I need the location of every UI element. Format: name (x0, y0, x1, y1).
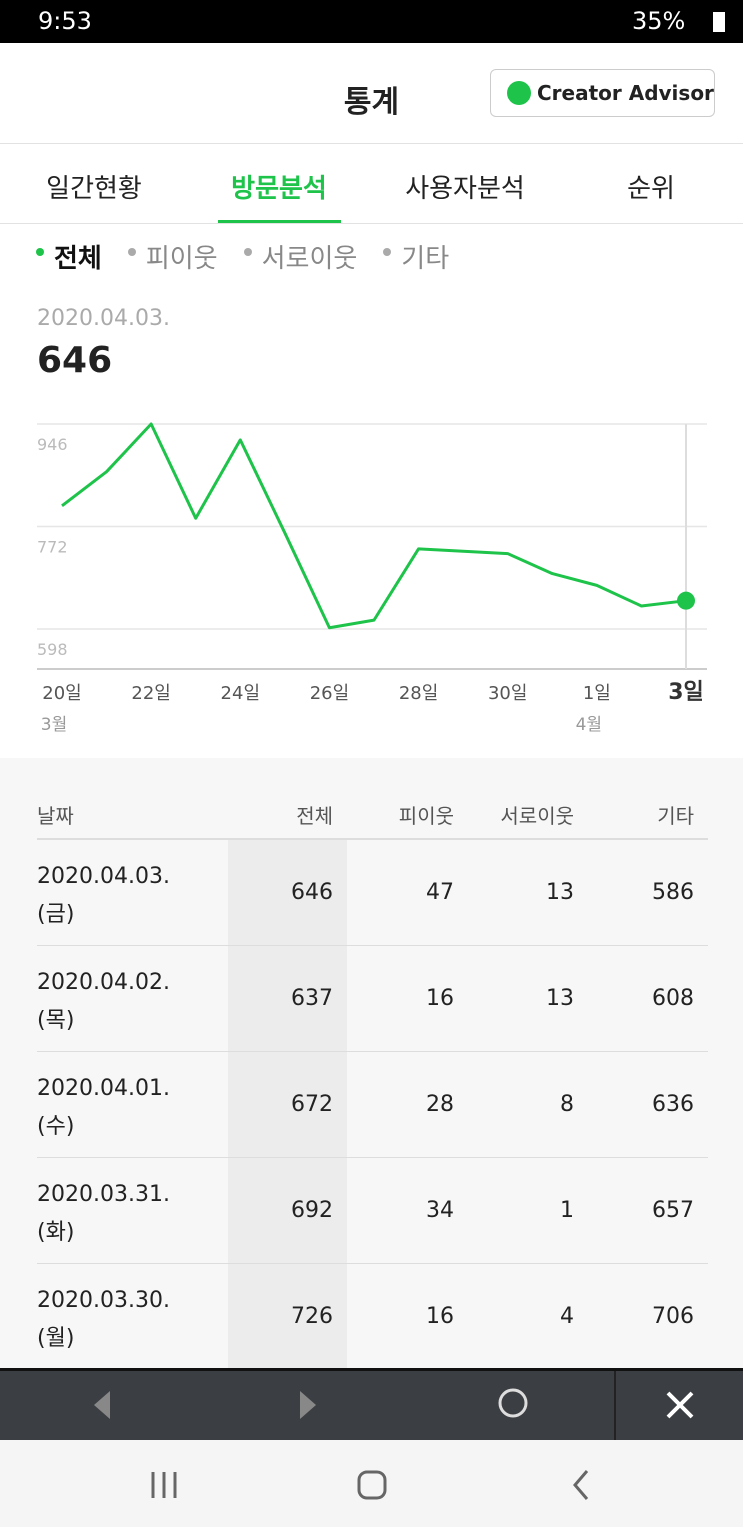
column-header: 서로이웃 (500, 804, 574, 828)
toolbar (0, 1368, 743, 1440)
creator-advisor-button[interactable]: Creator Advisor (490, 69, 715, 117)
header-divider (37, 838, 708, 840)
x-tick-label: 22일 (131, 683, 170, 704)
x-tick-label: 30일 (488, 683, 527, 704)
count: 637 (291, 986, 333, 1011)
close-button[interactable] (666, 1391, 694, 1419)
filters: 전체 피이웃 서로이웃 기타 (36, 238, 449, 275)
tab[interactable]: 순위 (627, 174, 675, 204)
y-tick-label: 598 (37, 640, 68, 659)
chart: 946 772 598 20일 3월 22일 24일 26일 28일 30일 1일 4월 3일 (37, 422, 707, 735)
toolbar-icons (94, 1371, 694, 1440)
column-header: 피이웃 (398, 804, 454, 828)
header: 통계 Creator Advisor (0, 43, 743, 144)
x-tick-label: 24일 (221, 683, 260, 704)
count: 34 (426, 1198, 454, 1223)
filter[interactable]: 피이웃 (128, 238, 218, 275)
count: 1 (560, 1198, 574, 1223)
recents-button[interactable] (151, 1472, 177, 1498)
count: 646 (291, 880, 333, 905)
count: 706 (652, 1304, 694, 1329)
x-tick-label: 1일 (583, 683, 611, 704)
count: 13 (546, 880, 574, 905)
weekday: (월) (37, 1326, 75, 1351)
row-divider (37, 1263, 708, 1264)
row-divider (37, 945, 708, 946)
time: 9:53 (38, 7, 92, 35)
x-tick-label: 20일 (42, 683, 81, 704)
tab-underline (218, 220, 341, 223)
date: 2020.03.30. (37, 1288, 170, 1313)
x-tick-label: 28일 (399, 683, 438, 704)
selected-date: 2020.04.03. (37, 306, 170, 331)
count: 16 (426, 986, 454, 1011)
weekday: (화) (37, 1220, 75, 1245)
count: 692 (291, 1198, 333, 1223)
x-month-label: 4월 (576, 715, 602, 735)
x-tick-label: 26일 (310, 683, 349, 704)
count: 47 (426, 880, 454, 905)
date: 2020.04.01. (37, 1076, 170, 1101)
series-line (61, 422, 687, 630)
weekday: (금) (37, 902, 75, 927)
row-divider (37, 1157, 708, 1158)
home-button[interactable] (357, 1470, 387, 1500)
tabs: 일간현황 방문분석 사용자분석 순위 (0, 144, 743, 224)
count: 636 (652, 1092, 694, 1117)
back-button[interactable] (94, 1391, 110, 1419)
selected-value: 646 (37, 340, 113, 381)
battery-icon (713, 12, 725, 32)
filter[interactable]: 전체 (36, 238, 102, 275)
count: 8 (560, 1092, 574, 1117)
tab[interactable]: 사용자분석 (405, 174, 525, 204)
count: 726 (291, 1304, 333, 1329)
date: 2020.04.03. (37, 864, 170, 889)
button-label: Creator Advisor (537, 81, 714, 105)
row-divider (37, 1051, 708, 1052)
column-highlight (228, 840, 347, 1368)
count: 16 (426, 1304, 454, 1329)
back-nav-button[interactable] (573, 1470, 589, 1500)
count: 4 (560, 1304, 574, 1329)
battery: 35% (632, 7, 686, 35)
nav-icons (151, 1470, 589, 1500)
y-tick-label: 772 (37, 537, 68, 556)
date: 2020.03.31. (37, 1182, 170, 1207)
column-header: 전체 (296, 804, 333, 828)
weekday: (수) (37, 1114, 75, 1139)
column-header: 기타 (657, 804, 694, 828)
selected-point (677, 591, 695, 610)
count: 608 (652, 986, 694, 1011)
count: 13 (546, 986, 574, 1011)
weekday: (목) (37, 1008, 75, 1033)
y-tick-label: 946 (37, 435, 68, 454)
tab[interactable]: 일간현황 (46, 174, 142, 204)
filter[interactable]: 서로이웃 (244, 238, 358, 275)
forward-button[interactable] (300, 1391, 316, 1419)
table: 날짜 전체 피이웃 서로이웃 기타 2020.04.03. (금) 646 47 13 586 202… (0, 758, 743, 1368)
filter[interactable]: 기타 (383, 238, 449, 275)
count: 657 (652, 1198, 694, 1223)
tab[interactable]: 방문분석 (231, 174, 327, 204)
x-tick-label: 3일 (668, 680, 704, 705)
date: 2020.04.02. (37, 970, 170, 995)
nav-bar (0, 1440, 743, 1527)
count: 28 (426, 1092, 454, 1117)
column-header: 날짜 (37, 804, 74, 828)
x-month-label: 3월 (41, 715, 67, 735)
logo (507, 81, 531, 105)
title: 통계 (343, 85, 400, 120)
count: 586 (652, 880, 694, 905)
globe-button[interactable] (498, 1388, 528, 1418)
status-bar: 9:53 35% (0, 0, 743, 43)
count: 672 (291, 1092, 333, 1117)
